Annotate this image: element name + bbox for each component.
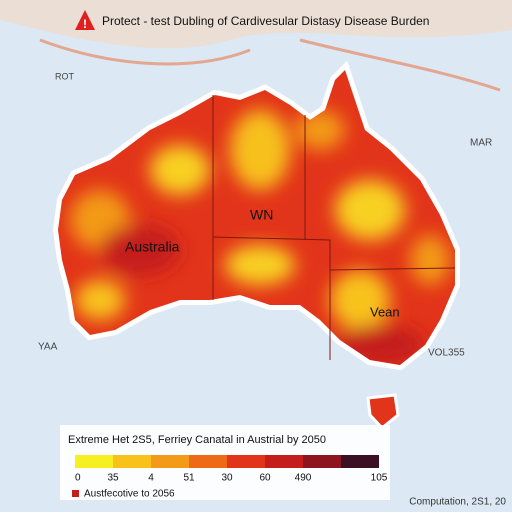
footer: Computation, 2S1, 20 bbox=[409, 497, 506, 508]
legend-tick-label: 490 bbox=[295, 473, 312, 484]
title: Protect - test Dubling of Cardivesular D… bbox=[102, 14, 429, 28]
warning-icon bbox=[75, 10, 95, 30]
warning-mark: ! bbox=[83, 17, 87, 31]
tasmania bbox=[366, 393, 400, 431]
state-borders bbox=[212, 95, 456, 360]
northern-land bbox=[0, 0, 512, 49]
legend-swatch bbox=[189, 455, 227, 468]
legend-tick-label: 30 bbox=[221, 473, 233, 484]
legend-tick-label: 51 bbox=[183, 473, 195, 484]
legend-note: Austfecotive to 2056 bbox=[84, 489, 175, 500]
legend: Extreme Het 2S5, Ferriey Canatal in Aust… bbox=[60, 425, 390, 500]
legend-title: Extreme Het 2S5, Ferriey Canatal in Aust… bbox=[68, 434, 326, 446]
legend-swatch bbox=[227, 455, 265, 468]
legend-tick-label: 60 bbox=[259, 473, 271, 484]
legend-tick-label: 105 bbox=[371, 473, 388, 484]
place-label: ROT bbox=[55, 71, 75, 81]
legend-swatch bbox=[75, 455, 113, 468]
legend-swatch bbox=[151, 455, 189, 468]
legend-tick-label: 4 bbox=[148, 473, 154, 484]
country-label: Australia bbox=[125, 239, 180, 255]
place-label: MAR bbox=[470, 138, 492, 149]
heat-streak bbox=[39, 38, 501, 92]
region-label: WN bbox=[250, 207, 273, 223]
legend-swatch bbox=[265, 455, 303, 468]
legend-swatch bbox=[303, 455, 341, 468]
legend-tick-label: 0 bbox=[75, 473, 81, 484]
place-label: VOL355 bbox=[428, 348, 465, 359]
legend-tick-label: 35 bbox=[107, 473, 119, 484]
legend-swatch bbox=[113, 455, 151, 468]
place-label: YAA bbox=[38, 342, 58, 353]
note-swatch bbox=[72, 490, 79, 497]
legend-swatch bbox=[341, 455, 379, 468]
region-label: Vean bbox=[370, 304, 400, 319]
